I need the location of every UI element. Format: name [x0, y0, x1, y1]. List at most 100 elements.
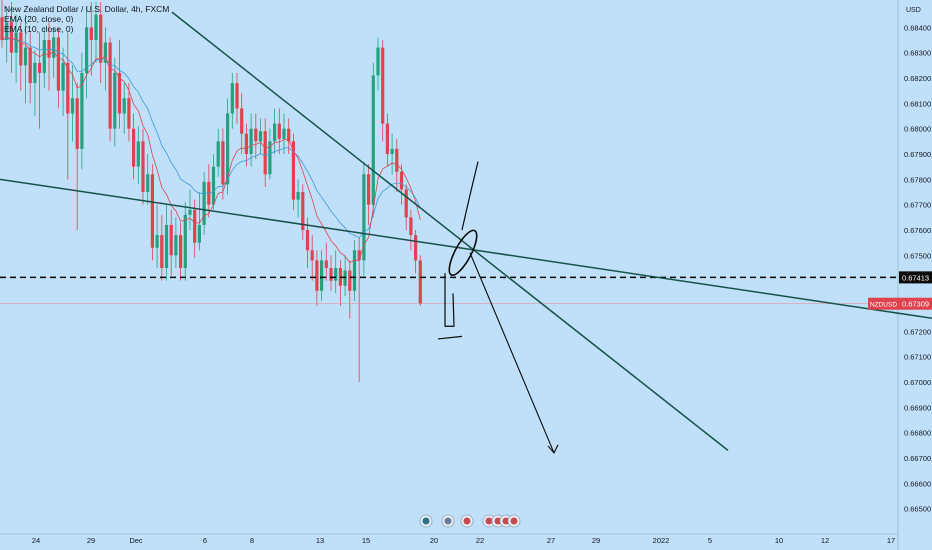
candle-body [28, 47, 32, 84]
current-price-badge [899, 297, 932, 310]
economic-event-icon [485, 517, 493, 525]
candle-body [164, 224, 169, 268]
candle-body [414, 235, 418, 261]
time-tick-label: 13 [316, 536, 324, 545]
candle-body [85, 27, 89, 73]
candle-body [75, 98, 79, 149]
price-tick-label: 0.66800 [904, 429, 931, 438]
trendline [0, 178, 932, 319]
level-badge [899, 271, 932, 284]
candle-body [320, 260, 324, 291]
candle-body [249, 128, 253, 154]
candle-body [230, 83, 234, 114]
legend-ema10: EMA (10, close, 0) [4, 24, 74, 34]
candle-body [216, 141, 220, 167]
candle-body [103, 42, 107, 63]
candle-body [263, 131, 267, 175]
candle-body [94, 14, 98, 40]
candle-body [113, 72, 117, 129]
candle-body [47, 40, 51, 58]
candle-body [127, 98, 131, 129]
candle-body [0, 17, 4, 40]
time-tick-label: 10 [775, 536, 783, 545]
candle-body [150, 174, 154, 248]
candle-body [179, 235, 183, 268]
candle-body [99, 14, 103, 63]
candle-body [390, 148, 394, 154]
candle-body [305, 230, 310, 251]
symbol-badge [868, 297, 899, 310]
candle-body [202, 181, 206, 225]
time-tick-label: 27 [547, 536, 555, 545]
price-tick-label: 0.66500 [904, 505, 931, 514]
economic-event-icon [463, 517, 471, 525]
candle-body [5, 22, 9, 40]
candle-body [296, 192, 300, 200]
candle-body [169, 224, 173, 256]
candle-body [155, 235, 159, 248]
chart-legend: New Zealand Dollar / U.S. Dollar, 4h, FX… [4, 4, 169, 34]
candle-body [310, 250, 314, 261]
down-arrow-head [547, 444, 559, 454]
candle-body [66, 62, 70, 114]
candle-body [207, 181, 211, 205]
candle-body [409, 217, 413, 236]
price-tick-label: 0.67200 [904, 327, 931, 336]
candle-body [132, 128, 136, 167]
price-tick-label: 0.66700 [904, 454, 931, 463]
current-price-label: 0.67309 [902, 300, 929, 309]
candle-body [42, 40, 46, 73]
price-tick-label: 0.67600 [904, 226, 931, 235]
candle-body [80, 72, 84, 149]
price-tick-label: 0.67100 [904, 353, 931, 362]
circle-mark [448, 229, 478, 276]
candle-body [70, 98, 75, 114]
price-tick-label: 0.68200 [904, 74, 931, 83]
candle-body [122, 98, 126, 114]
candle-body [362, 174, 366, 261]
candle-body [371, 75, 375, 205]
time-tick-label: 29 [87, 536, 95, 545]
candle-body [193, 209, 197, 243]
candle-body [108, 42, 112, 129]
time-tick-label: 6 [203, 536, 207, 545]
time-tick-label: 5 [708, 536, 712, 545]
time-tick-label: Dec [129, 536, 143, 545]
time-tick-label: 22 [476, 536, 484, 545]
candle-body [254, 128, 258, 142]
candle-body [197, 224, 201, 243]
candle-body [211, 166, 216, 205]
time-tick-label: 12 [821, 536, 829, 545]
candle-sketch-mark [437, 273, 463, 340]
candle-body [324, 260, 328, 268]
price-tick-label: 0.68000 [904, 125, 931, 134]
candle-body [240, 108, 244, 134]
candle-body [89, 27, 93, 40]
candle-body [381, 47, 385, 124]
candle-body [9, 22, 13, 53]
price-tick-label: 0.66600 [904, 479, 931, 488]
time-tick-label: 17 [887, 536, 895, 545]
trendline [171, 11, 729, 451]
price-tick-label: 0.67500 [904, 251, 931, 260]
candle-body [188, 209, 192, 215]
candle-body [56, 37, 60, 91]
candle-body [160, 235, 164, 268]
price-tick-label: 0.67000 [904, 378, 931, 387]
candle-body [315, 260, 319, 291]
candle-body [52, 37, 56, 58]
candle-body [277, 123, 281, 139]
legend-ema20: EMA (20, close, 0) [4, 14, 74, 24]
candle-body [287, 128, 291, 142]
level-price-label: 0.67413 [902, 273, 929, 282]
economic-event-icon [422, 517, 430, 525]
candle-body [273, 123, 277, 142]
candle-body [33, 62, 37, 84]
candle-body [282, 128, 286, 139]
price-tick-label: 0.67800 [904, 175, 931, 184]
candle-body [399, 171, 404, 190]
pen-stroke-mark [461, 161, 479, 231]
